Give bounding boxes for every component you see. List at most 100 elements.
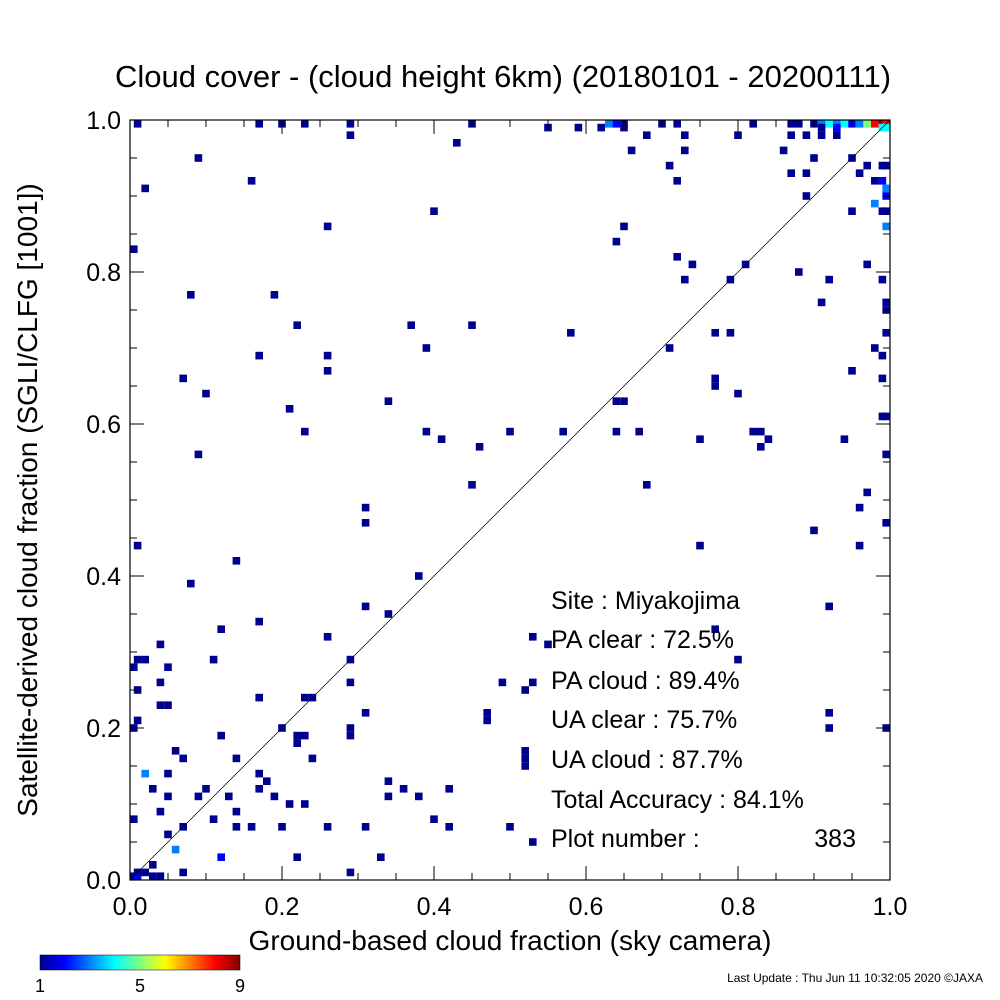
heatmap-cell: [232, 807, 241, 816]
heatmap-cell: [643, 131, 651, 139]
heatmap-cell: [688, 260, 697, 269]
heatmap-cell: [559, 427, 567, 436]
heatmap-cell: [384, 792, 393, 801]
heatmap-cell: [179, 754, 187, 763]
heatmap-cell: [323, 367, 332, 375]
heatmap-cell: [255, 693, 263, 702]
heatmap-cell: [422, 344, 431, 352]
heatmap-cell: [521, 686, 529, 694]
heatmap-cell: [187, 579, 195, 588]
heatmap-cell: [384, 610, 393, 618]
heatmap-cell: [453, 139, 461, 147]
heatmap-cell: [323, 633, 332, 641]
heatmap-cell: [171, 747, 180, 755]
heatmap-cells: [130, 120, 890, 880]
heatmap-cell: [863, 488, 871, 497]
heatmap-cell: [871, 177, 879, 185]
heatmap-cell: [529, 633, 537, 641]
heatmap-cell: [757, 443, 765, 451]
heatmap-cell: [156, 678, 165, 687]
heatmap-cell: [878, 207, 887, 215]
heatmap-cell: [255, 769, 263, 778]
heatmap-cell: [749, 427, 757, 436]
heatmap-cell: [209, 815, 218, 823]
heatmap-cell: [878, 412, 887, 421]
heatmap-cell: [301, 693, 309, 702]
heatmap-cell: [665, 161, 674, 170]
heatmap-cell: [757, 427, 765, 436]
heatmap-cell: [346, 678, 355, 687]
heatmap-cell: [825, 724, 833, 732]
heatmap-cell: [301, 731, 309, 740]
heatmap-cell: [734, 389, 742, 398]
heatmap-cell: [855, 120, 864, 128]
heatmap-cell: [483, 716, 491, 725]
heatmap-cell: [643, 481, 651, 489]
heatmap-cell: [130, 815, 138, 823]
heatmap-cell: [164, 701, 172, 709]
heatmap-cell: [187, 291, 195, 299]
heatmap-cell: [133, 686, 142, 694]
y-tick-label: 1.0: [86, 107, 121, 135]
heatmap-cell: [848, 367, 856, 375]
heatmap-cell: [597, 123, 605, 132]
heatmap-cell: [133, 541, 142, 550]
stat-pa-cloud: PA cloud : 89.4%: [551, 667, 740, 695]
heatmap-cell: [384, 777, 393, 785]
heatmap-cell: [673, 253, 681, 261]
heatmap-cell: [635, 427, 643, 436]
heatmap-cell: [620, 123, 628, 132]
heatmap-cell: [323, 351, 332, 360]
heatmap-cell: [247, 177, 256, 185]
heatmap-cell: [156, 640, 165, 649]
heatmap-cell: [422, 427, 431, 436]
heatmap-cell: [445, 823, 453, 831]
heatmap-cell: [764, 435, 773, 443]
heatmap-cell: [194, 154, 203, 162]
heatmap-cell: [179, 868, 187, 877]
heatmap-cell: [840, 435, 849, 443]
heatmap-cell: [164, 769, 172, 778]
heatmap-cell: [377, 853, 385, 861]
heatmap-cell: [802, 169, 811, 177]
heatmap-cell: [878, 177, 887, 185]
heatmap-cell: [795, 120, 803, 128]
heatmap-cell: [171, 845, 180, 854]
heatmap-cell: [384, 397, 393, 405]
last-update-footer: Last Update : Thu Jun 11 10:32:05 2020 ©…: [727, 971, 983, 985]
heatmap-cell: [361, 602, 370, 611]
heatmap-cell: [361, 519, 370, 527]
heatmap-cell: [711, 329, 719, 337]
heatmap-cell: [498, 678, 507, 687]
y-tick-label: 0.6: [86, 411, 121, 439]
heatmap-cell: [430, 207, 438, 215]
heatmap-cell: [673, 120, 681, 128]
heatmap-cell: [217, 853, 225, 861]
heatmap-cell: [202, 389, 210, 398]
heatmap-cell: [468, 321, 476, 329]
heatmap-cell: [483, 709, 491, 717]
heatmap-cell: [361, 823, 370, 831]
heatmap-cell: [734, 655, 742, 664]
heatmap-cell: [825, 275, 833, 284]
heatmap-cell: [612, 120, 621, 128]
heatmap-cell: [817, 131, 826, 139]
heatmap-cell: [323, 222, 332, 231]
heatmap-cell: [787, 169, 795, 177]
heatmap-cell: [871, 120, 879, 128]
y-tick-label: 0.2: [86, 715, 121, 743]
heatmap-cell: [620, 222, 628, 231]
heatmap-cell: [285, 405, 294, 413]
x-tick-label: 0.6: [569, 893, 604, 921]
stat-ua-cloud: UA cloud : 87.7%: [551, 746, 743, 774]
y-axis: 0.0 0.2 0.4 0.6 0.8 1.0: [86, 107, 890, 895]
heatmap-cell: [430, 815, 438, 823]
y-tick-label: 0.0: [86, 867, 121, 895]
x-tick-label: 0.2: [265, 893, 300, 921]
heatmap-cell: [855, 541, 864, 550]
heatmap-cell: [133, 872, 142, 880]
stat-ua-clear: UA clear : 75.7%: [551, 706, 737, 734]
heatmap-cell: [225, 792, 233, 801]
heatmap-cell: [255, 617, 263, 626]
heatmap-cell: [164, 830, 172, 839]
